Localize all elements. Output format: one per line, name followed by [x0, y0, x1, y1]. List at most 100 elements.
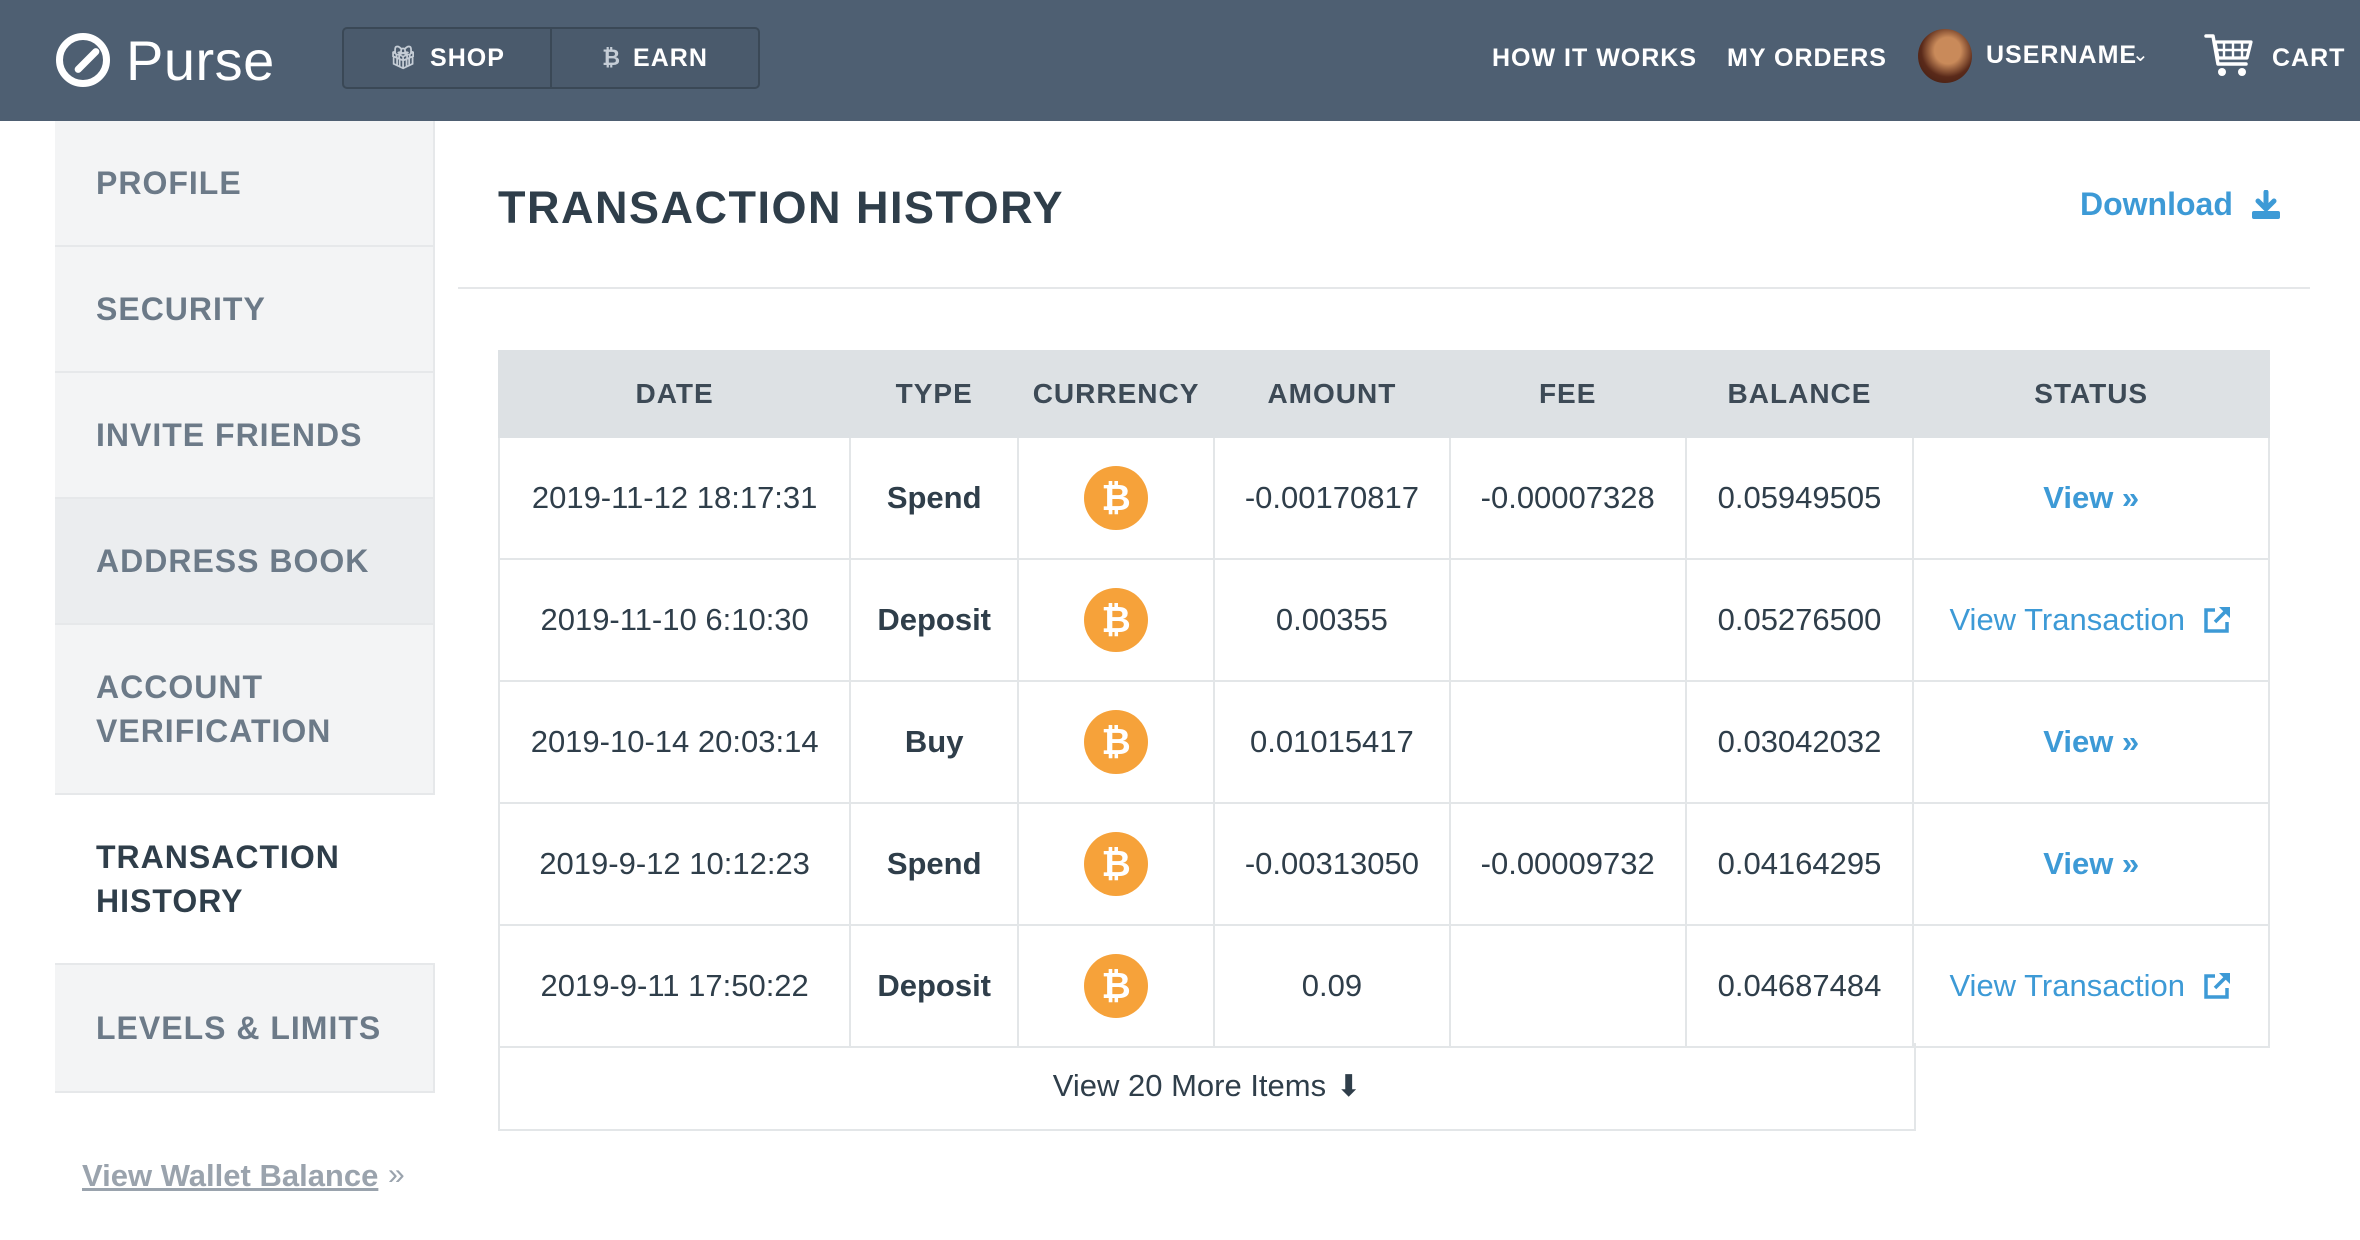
top-navbar: Purse 🎁︎ SHOP ₿ EARN HOW IT WORKS MY ORD…	[0, 0, 2360, 121]
view-link[interactable]: View »	[2043, 480, 2140, 515]
balance-cell: 0.05276500	[1684, 558, 1915, 682]
sidebar-item-transaction-history[interactable]: TRANSACTION HISTORY	[55, 795, 435, 965]
my-orders-link[interactable]: MY ORDERS	[1727, 44, 1887, 72]
balance-cell: 0.04687484	[1684, 924, 1915, 1048]
amount-cell: -0.00313050	[1213, 802, 1451, 926]
column-header-date[interactable]: DATE	[497, 350, 852, 438]
column-header-status[interactable]: STATUS	[1912, 350, 2270, 438]
divider	[458, 287, 2310, 289]
username-menu[interactable]: USERNAME	[1986, 41, 2138, 69]
shop-earn-toggle: 🎁︎ SHOP ₿ EARN	[342, 27, 760, 89]
sidebar-item-label: SECURITY	[96, 291, 266, 327]
how-it-works-link[interactable]: HOW IT WORKS	[1492, 44, 1698, 72]
type-cell: Deposit	[849, 924, 1020, 1048]
currency-cell: ₿	[1017, 558, 1215, 682]
page-title: TRANSACTION HISTORY	[498, 182, 1065, 233]
column-header-type[interactable]: TYPE	[849, 350, 1020, 438]
bitcoin-icon: ₿	[1084, 832, 1149, 896]
balance-cell: 0.04164295	[1684, 802, 1915, 926]
column-header-fee[interactable]: FEE	[1448, 350, 1687, 438]
balance-cell: 0.03042032	[1684, 680, 1915, 804]
type-cell: Spend	[849, 802, 1020, 926]
table-header-row: DATE TYPE CURRENCY AMOUNT FEE BALANCE ST…	[497, 350, 2270, 438]
view-link[interactable]: View »	[2043, 846, 2140, 881]
sidebar-item-levels-limits[interactable]: LEVELS & LIMITS	[55, 965, 435, 1093]
sidebar-item-account-verification[interactable]: ACCOUNT VERIFICATION	[55, 625, 435, 795]
view-link[interactable]: View »	[2043, 724, 2140, 759]
bitcoin-icon: ₿	[602, 45, 622, 70]
purse-logo[interactable]: Purse	[56, 28, 275, 92]
amount-cell: -0.00170817	[1213, 436, 1451, 560]
column-header-amount[interactable]: AMOUNT	[1213, 350, 1451, 438]
chevron-down-icon[interactable]: ⌄	[2132, 44, 2149, 66]
currency-cell: ₿	[1017, 802, 1215, 926]
sidebar-item-label: LEVELS & LIMITS	[96, 1010, 382, 1046]
sidebar-item-address-book[interactable]: ADDRESS BOOK	[55, 499, 435, 625]
arrow-down-icon: ⬇︎	[1336, 1069, 1362, 1103]
amount-cell: 0.00355	[1213, 558, 1451, 682]
status-cell: View Transaction	[1912, 558, 2270, 682]
double-chevron-right-icon[interactable]: »	[388, 1158, 405, 1191]
sidebar-item-label: INVITE FRIENDS	[96, 417, 363, 453]
cart-label[interactable]: CART	[2272, 44, 2346, 72]
column-header-currency[interactable]: CURRENCY	[1017, 350, 1215, 438]
view-wallet-balance-link[interactable]: View Wallet Balance	[82, 1158, 379, 1193]
brand-name: Purse	[126, 28, 275, 92]
sidebar-item-label: ADDRESS BOOK	[96, 543, 370, 579]
sidebar-item-profile[interactable]: PROFILE	[55, 121, 435, 247]
bitcoin-icon: ₿	[1084, 466, 1149, 530]
view-transaction-link[interactable]: View Transaction	[1949, 968, 2233, 1004]
type-cell: Buy	[849, 680, 1020, 804]
sidebar-item-invite-friends[interactable]: INVITE FRIENDS	[55, 373, 435, 499]
amount-cell: 0.09	[1213, 924, 1451, 1048]
fee-cell: -0.00007328	[1448, 436, 1687, 560]
column-header-balance[interactable]: BALANCE	[1684, 350, 1915, 438]
bitcoin-icon: ₿	[1084, 588, 1149, 652]
currency-cell: ₿	[1017, 924, 1215, 1048]
type-cell: Spend	[849, 436, 1020, 560]
bitcoin-icon: ₿	[1084, 954, 1149, 1018]
status-cell: View »	[1912, 436, 2270, 560]
view-transaction-label: View Transaction	[1949, 602, 2185, 637]
external-link-icon	[2204, 973, 2230, 999]
view-transaction-link[interactable]: View Transaction	[1949, 602, 2233, 638]
status-cell: View »	[1912, 680, 2270, 804]
earn-button[interactable]: ₿ EARN	[550, 29, 758, 87]
status-cell: View Transaction	[1912, 924, 2270, 1048]
download-button[interactable]: Download	[2080, 186, 2281, 223]
sidebar-item-label: TRANSACTION HISTORY	[96, 839, 340, 919]
download-label: Download	[2080, 186, 2233, 222]
account-sidebar: PROFILE SECURITY INVITE FRIENDS ADDRESS …	[55, 121, 435, 1093]
date-cell: 2019-11-12 18:17:31	[497, 436, 852, 560]
avatar[interactable]	[1918, 29, 1972, 83]
fee-cell	[1448, 558, 1687, 682]
download-icon	[2251, 189, 2280, 219]
amount-cell: 0.01015417	[1213, 680, 1451, 804]
currency-cell: ₿	[1017, 436, 1215, 560]
fee-cell: -0.00009732	[1448, 802, 1687, 926]
currency-cell: ₿	[1017, 680, 1215, 804]
shop-label: SHOP	[430, 43, 505, 72]
external-link-icon	[2204, 607, 2230, 633]
type-cell: Deposit	[849, 558, 1020, 682]
earn-label: EARN	[633, 43, 708, 72]
date-cell: 2019-11-10 6:10:30	[497, 558, 852, 682]
view-more-button[interactable]: View 20 More Items ⬇︎	[498, 1043, 1916, 1131]
sidebar-item-label: PROFILE	[96, 165, 242, 201]
transaction-table: DATE TYPE CURRENCY AMOUNT FEE BALANCE ST…	[497, 350, 2270, 1048]
table-row: 2019-10-14 20:03:14 Buy ₿ 0.01015417 0.0…	[497, 680, 2270, 804]
sidebar-item-security[interactable]: SECURITY	[55, 247, 435, 373]
date-cell: 2019-9-12 10:12:23	[497, 802, 852, 926]
shop-button[interactable]: 🎁︎ SHOP	[344, 29, 550, 87]
view-transaction-label: View Transaction	[1949, 968, 2185, 1003]
date-cell: 2019-9-11 17:50:22	[497, 924, 852, 1048]
fee-cell	[1448, 924, 1687, 1048]
date-cell: 2019-10-14 20:03:14	[497, 680, 852, 804]
table-row: 2019-9-11 17:50:22 Deposit ₿ 0.09 0.0468…	[497, 924, 2270, 1048]
table-row: 2019-11-12 18:17:31 Spend ₿ -0.00170817 …	[497, 436, 2270, 560]
view-more-label: View 20 More Items	[1052, 1068, 1327, 1103]
sidebar-item-label: ACCOUNT VERIFICATION	[96, 669, 332, 749]
cart-icon[interactable]	[2204, 30, 2254, 80]
table-row: 2019-9-12 10:12:23 Spend ₿ -0.00313050 -…	[497, 802, 2270, 926]
fee-cell	[1448, 680, 1687, 804]
